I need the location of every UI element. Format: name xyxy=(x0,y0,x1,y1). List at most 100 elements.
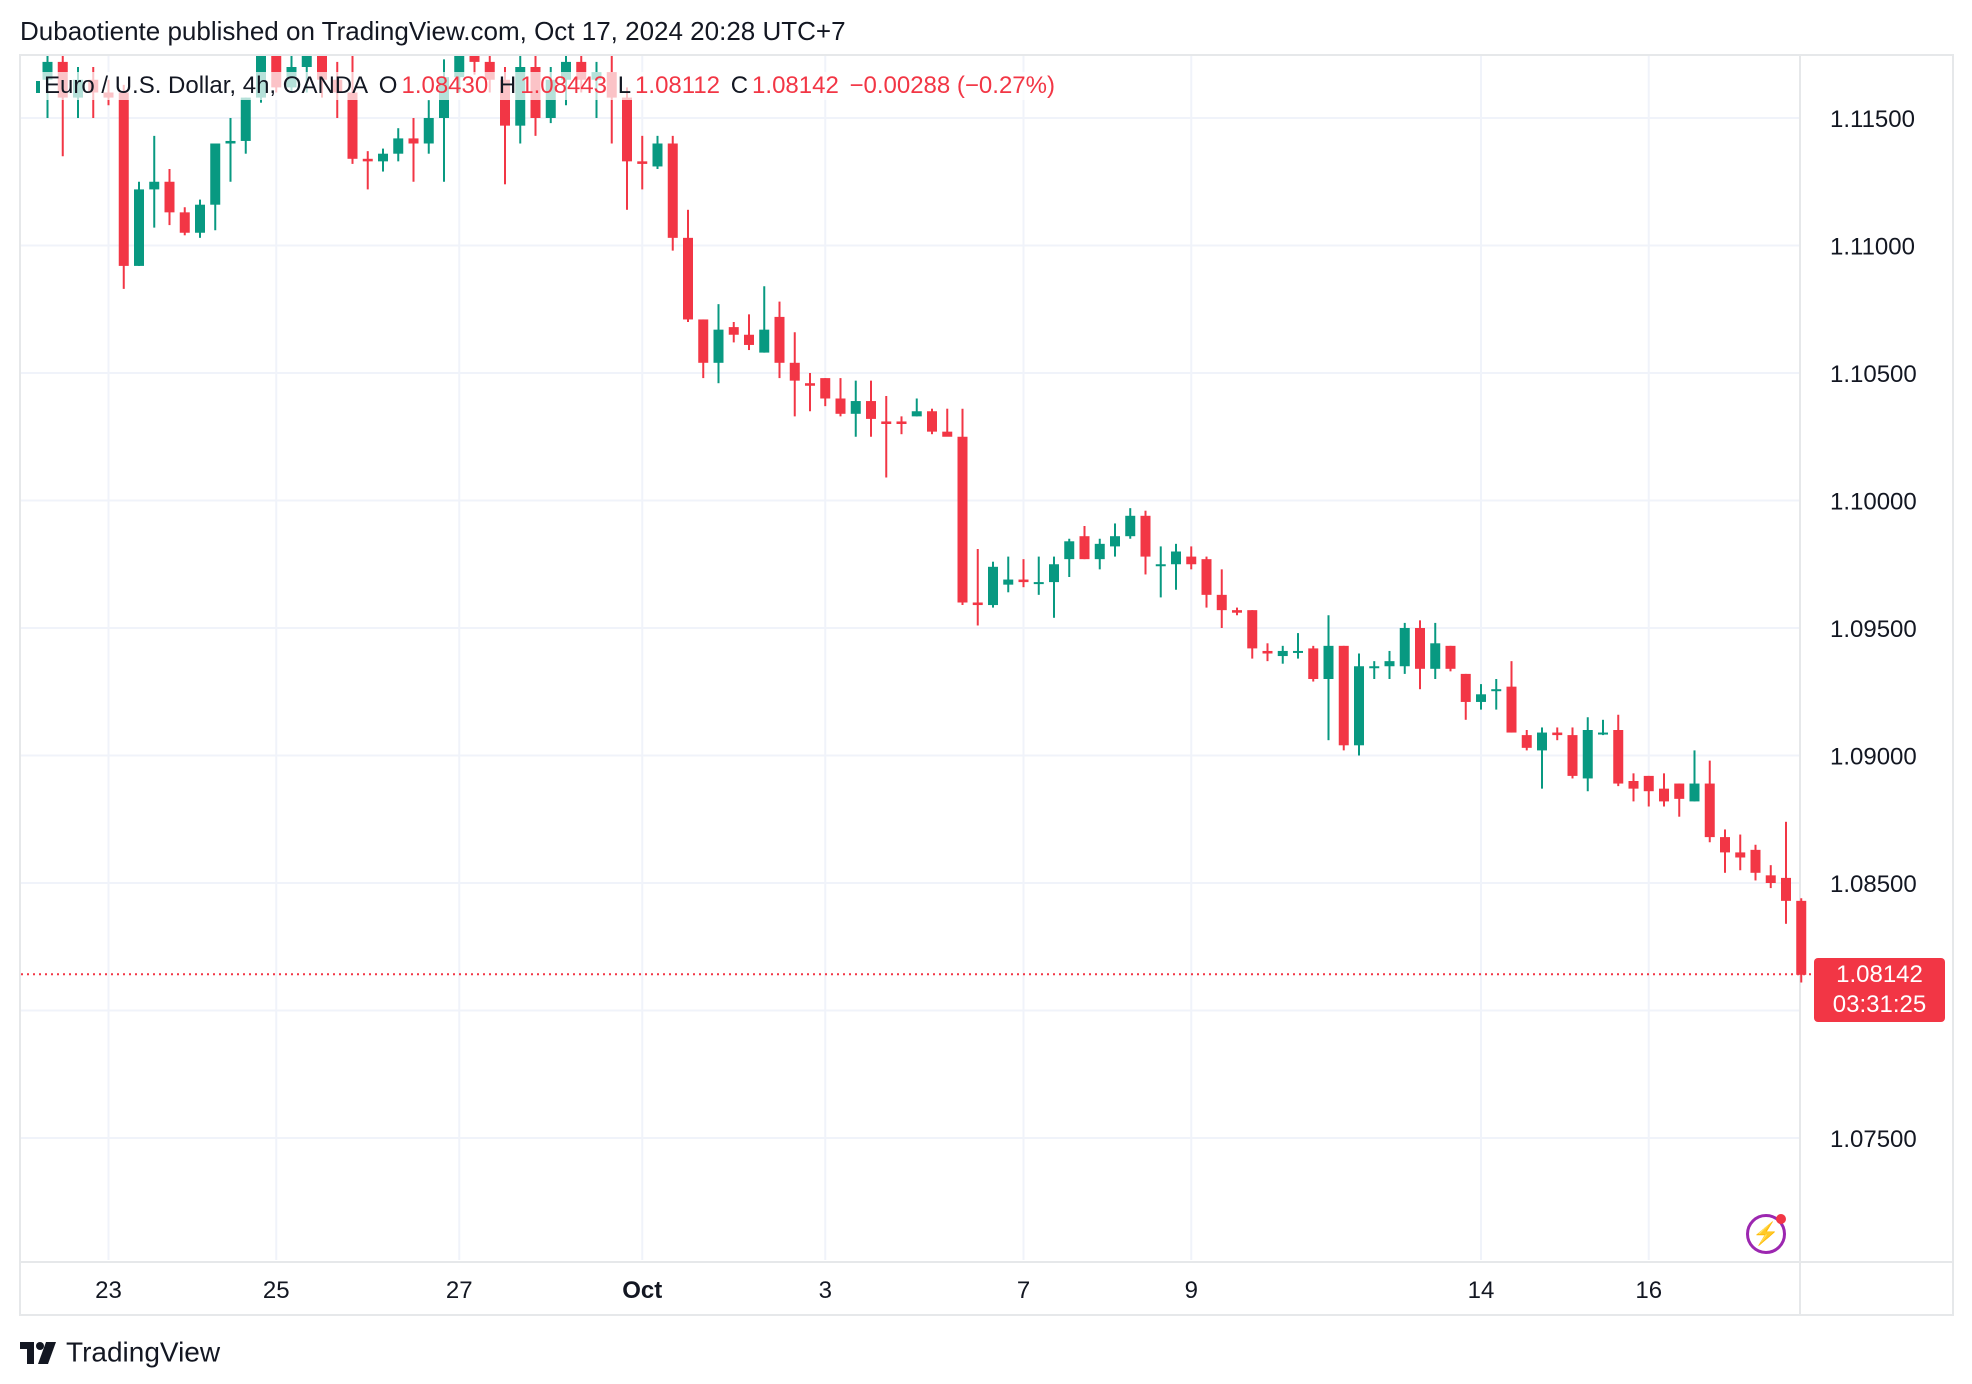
candle[interactable] xyxy=(1521,730,1532,751)
candle[interactable] xyxy=(805,373,815,412)
candle[interactable] xyxy=(866,380,876,437)
candle[interactable] xyxy=(850,380,861,437)
candle[interactable] xyxy=(164,169,175,226)
candle[interactable] xyxy=(1201,556,1212,608)
candle[interactable] xyxy=(896,416,907,435)
candle[interactable] xyxy=(713,304,724,384)
candle[interactable] xyxy=(1491,679,1502,710)
candle[interactable] xyxy=(835,378,846,417)
candle[interactable] xyxy=(362,151,373,190)
candle[interactable] xyxy=(1079,526,1090,560)
candle[interactable] xyxy=(1140,510,1151,575)
candle[interactable] xyxy=(622,87,632,210)
candle[interactable] xyxy=(774,301,785,379)
candle-body xyxy=(1491,689,1502,692)
candle[interactable] xyxy=(1720,829,1730,873)
candle[interactable] xyxy=(957,408,968,606)
candle[interactable] xyxy=(1735,834,1746,871)
candle[interactable] xyxy=(744,314,754,351)
candle[interactable] xyxy=(1110,523,1120,557)
candle[interactable] xyxy=(393,128,404,162)
candle[interactable] xyxy=(698,319,709,379)
bar-countdown: 03:31:25 xyxy=(1832,991,1927,1018)
candle[interactable] xyxy=(179,207,190,236)
candle[interactable] xyxy=(240,97,251,154)
candle[interactable] xyxy=(1415,620,1425,690)
candle[interactable] xyxy=(1445,645,1456,672)
candle[interactable] xyxy=(637,135,648,190)
candle[interactable] xyxy=(1064,538,1075,577)
candle[interactable] xyxy=(1384,650,1395,679)
candle[interactable] xyxy=(225,118,236,182)
candle[interactable] xyxy=(1765,865,1776,889)
candle[interactable] xyxy=(408,118,419,182)
candle[interactable] xyxy=(1674,783,1685,817)
candle[interactable] xyxy=(1598,719,1608,736)
candle[interactable] xyxy=(1796,898,1807,983)
candle[interactable] xyxy=(1232,607,1242,616)
candle[interactable] xyxy=(728,322,739,343)
candle[interactable] xyxy=(1018,559,1029,588)
candle[interactable] xyxy=(1216,569,1227,628)
candle[interactable] xyxy=(1613,714,1624,787)
candle[interactable] xyxy=(1628,773,1639,802)
candle[interactable] xyxy=(1582,717,1593,792)
candle[interactable] xyxy=(1659,773,1669,807)
candle[interactable] xyxy=(1430,622,1441,679)
candle[interactable] xyxy=(1155,546,1166,598)
candle[interactable] xyxy=(683,209,693,322)
candle[interactable] xyxy=(652,135,663,169)
candle[interactable] xyxy=(820,378,831,407)
candle[interactable] xyxy=(1537,727,1547,789)
candle[interactable] xyxy=(1094,538,1105,570)
candle[interactable] xyxy=(1704,760,1715,843)
candle[interactable] xyxy=(667,135,678,251)
candle[interactable] xyxy=(1003,556,1014,593)
candle[interactable] xyxy=(972,548,983,626)
candle[interactable] xyxy=(1781,821,1791,924)
candle[interactable] xyxy=(1033,556,1044,595)
candle[interactable] xyxy=(1049,556,1059,618)
candle[interactable] xyxy=(1506,661,1517,733)
candle[interactable] xyxy=(1277,645,1288,664)
candle[interactable] xyxy=(378,148,388,172)
candle[interactable] xyxy=(1262,643,1273,662)
candle[interactable] xyxy=(1186,546,1197,570)
candle[interactable] xyxy=(195,199,205,238)
candle[interactable] xyxy=(927,408,937,435)
footer-brand[interactable]: TradingView xyxy=(20,1335,220,1369)
candle[interactable] xyxy=(1567,727,1578,779)
candle[interactable] xyxy=(1171,543,1181,590)
candle[interactable] xyxy=(423,100,434,154)
candle[interactable] xyxy=(1338,645,1349,751)
lightning-icon[interactable]: ⚡ xyxy=(1746,1214,1786,1254)
chart-frame[interactable] xyxy=(19,54,1954,1316)
candle[interactable] xyxy=(1689,750,1700,802)
candle[interactable] xyxy=(988,561,998,608)
candle[interactable] xyxy=(1293,633,1303,659)
candle-body xyxy=(179,212,190,233)
candle[interactable] xyxy=(911,398,922,417)
candle[interactable] xyxy=(149,135,160,228)
candle[interactable] xyxy=(1476,684,1486,710)
candle[interactable] xyxy=(1399,622,1410,674)
candle[interactable] xyxy=(1369,661,1380,679)
candle[interactable] xyxy=(1354,653,1364,756)
candle[interactable] xyxy=(789,332,800,417)
candle[interactable] xyxy=(1460,673,1471,720)
candle[interactable] xyxy=(1750,844,1761,881)
candle[interactable] xyxy=(881,395,892,478)
candle[interactable] xyxy=(942,408,953,437)
candle[interactable] xyxy=(1323,615,1334,741)
candle[interactable] xyxy=(1125,508,1136,539)
candle[interactable] xyxy=(759,286,770,353)
candle[interactable] xyxy=(210,143,221,231)
candle[interactable] xyxy=(1643,775,1654,807)
candle[interactable] xyxy=(1308,645,1319,682)
candle[interactable] xyxy=(118,84,129,289)
candle[interactable] xyxy=(1247,610,1258,659)
candle[interactable] xyxy=(1552,727,1563,741)
candle[interactable] xyxy=(134,181,144,266)
candle[interactable] xyxy=(469,56,480,75)
